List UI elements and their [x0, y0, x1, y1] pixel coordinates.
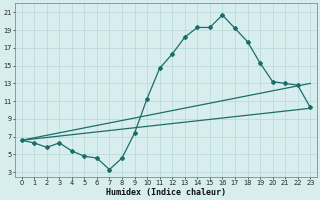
X-axis label: Humidex (Indice chaleur): Humidex (Indice chaleur) [106, 188, 226, 197]
